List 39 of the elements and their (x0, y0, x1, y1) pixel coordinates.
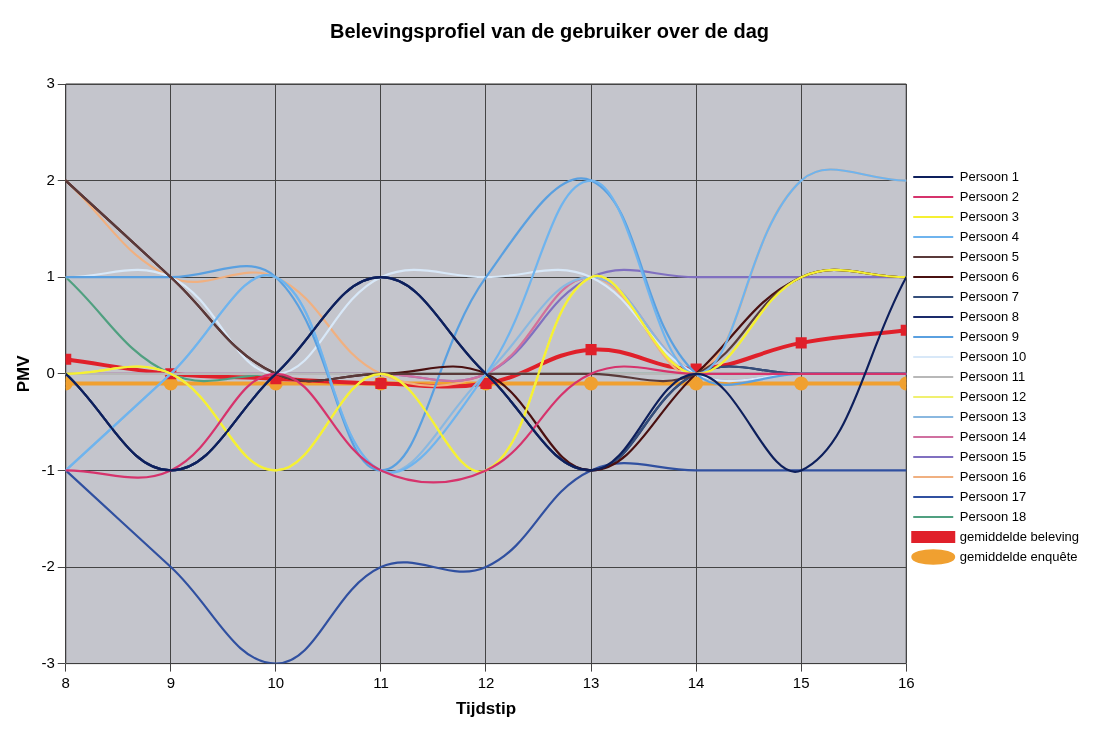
x-tick-label: 8 (61, 673, 70, 691)
y-tick-label: 3 (46, 74, 55, 92)
legend-label: Persoon 8 (959, 308, 1020, 324)
legend-label: Persoon 16 (959, 468, 1027, 484)
x-tick-label: 16 (897, 673, 915, 691)
chart-title: Belevingsprofiel van de gebruiker over de dag (329, 19, 770, 42)
y-tick-label: -1 (41, 460, 55, 478)
legend-label: Persoon 14 (959, 428, 1027, 444)
x-tick-label: 15 (792, 673, 810, 691)
x-tick-label: 9 (166, 673, 175, 691)
legend-label: gemiddelde enquête (959, 548, 1078, 564)
x-tick-label: 11 (373, 673, 389, 691)
legend-label: Persoon 10 (959, 348, 1027, 364)
x-tick-label: 13 (582, 673, 600, 691)
legend-label: Persoon 3 (959, 208, 1020, 224)
y-axis-title: PMV (13, 354, 33, 393)
legend-label: gemiddelde beleving (959, 528, 1080, 544)
legend-label: Persoon 13 (959, 408, 1027, 424)
y-tick-label: -2 (41, 557, 55, 575)
x-tick-label: 10 (267, 673, 285, 691)
y-tick-label: -3 (41, 653, 55, 671)
legend-label: Persoon 18 (959, 508, 1027, 524)
y-tick-label: 0 (46, 363, 55, 381)
legend-label: Persoon 12 (959, 388, 1027, 404)
legend-label: Persoon 11 (959, 368, 1026, 384)
y-tick-label: 1 (46, 267, 55, 285)
legend-label: Persoon 7 (959, 288, 1020, 304)
legend-label: Persoon 1 (959, 168, 1020, 184)
legend-label: Persoon 17 (959, 488, 1027, 504)
x-axis-title: Tijdstip (455, 699, 517, 719)
legend-label: Persoon 9 (959, 328, 1020, 344)
legend-label: Persoon 15 (959, 448, 1027, 464)
y-tick-label: 2 (46, 170, 55, 188)
legend-label: Persoon 4 (959, 228, 1020, 244)
x-tick-label: 12 (477, 673, 495, 691)
legend-label: Persoon 6 (959, 268, 1020, 284)
x-tick-label: 14 (687, 673, 705, 691)
legend-label: Persoon 2 (959, 188, 1020, 204)
legend-label: Persoon 5 (959, 248, 1020, 264)
